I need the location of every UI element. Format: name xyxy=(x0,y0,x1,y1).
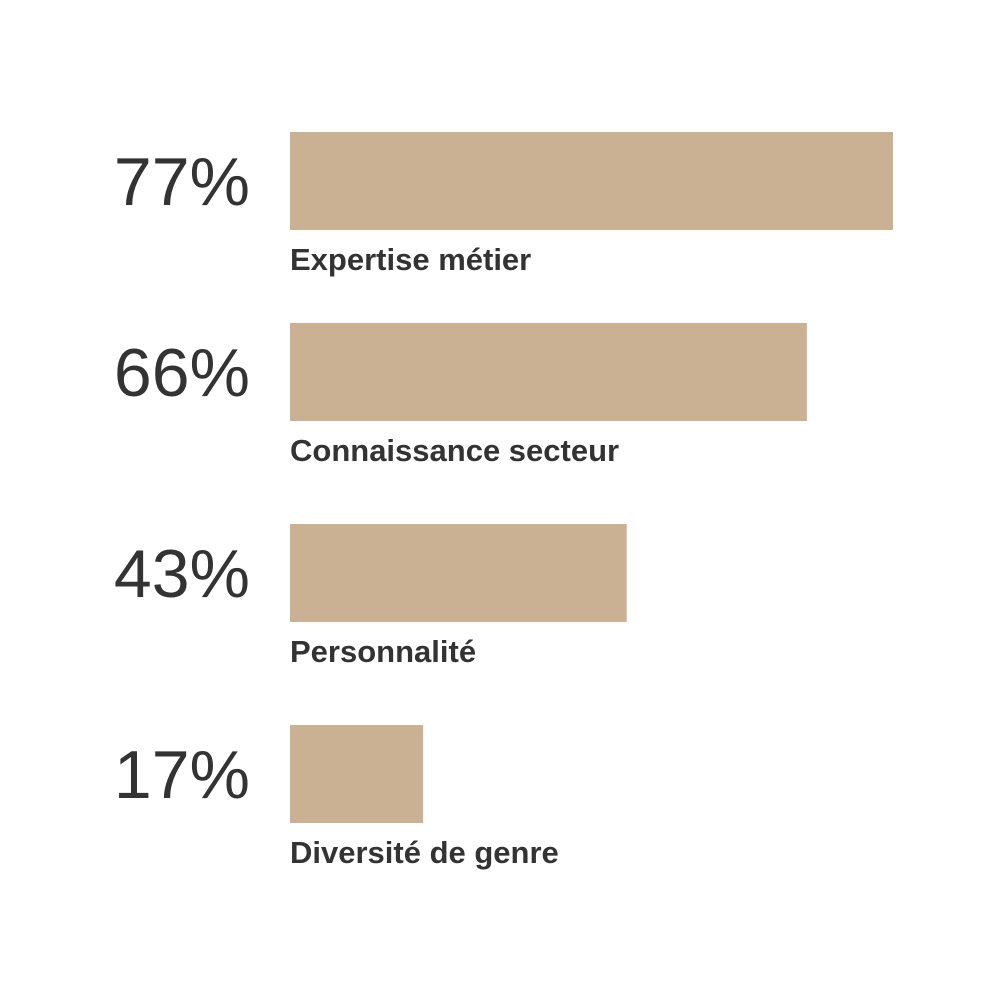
category-label-4: Diversité de genre xyxy=(290,835,559,870)
value-label-4: 17% xyxy=(114,737,250,813)
category-label-3: Personnalité xyxy=(290,634,476,669)
bar-2 xyxy=(290,323,807,421)
bar-1 xyxy=(290,132,893,230)
value-label-2: 66% xyxy=(114,335,250,411)
bar-4 xyxy=(290,725,424,823)
category-label-1: Expertise métier xyxy=(290,242,531,277)
value-label-1: 77% xyxy=(114,144,250,220)
category-label-2: Connaissance secteur xyxy=(290,433,619,468)
value-label-3: 43% xyxy=(114,536,250,612)
bar-3 xyxy=(290,524,627,622)
